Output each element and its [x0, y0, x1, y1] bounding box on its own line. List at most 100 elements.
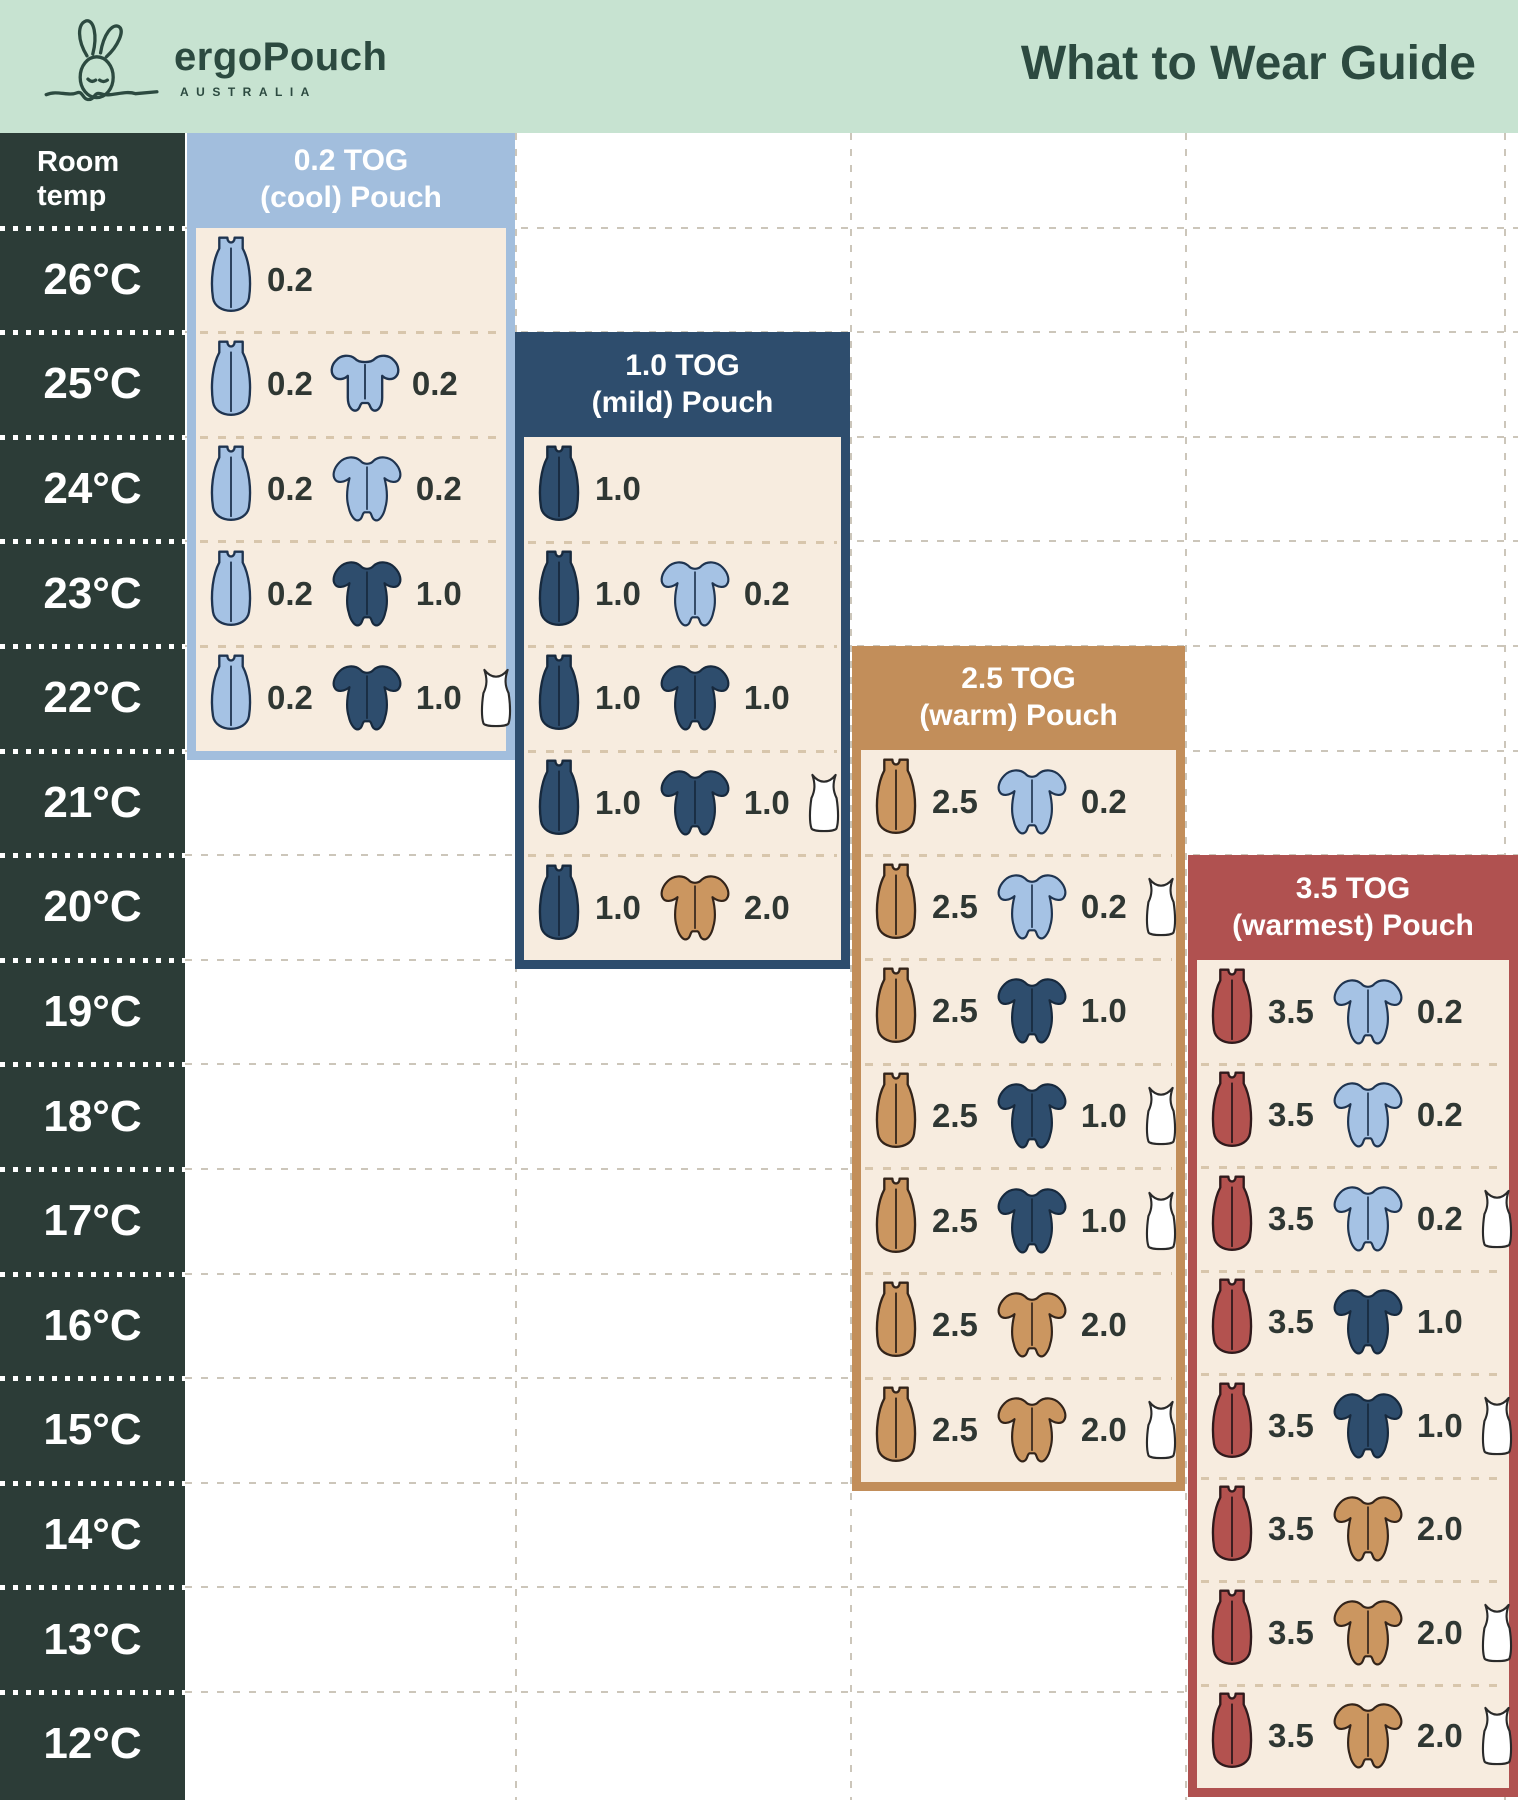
tog-value: 3.5: [1268, 992, 1314, 1030]
onesie-navy-wrap: [327, 557, 407, 631]
singlet-white-wrap: [804, 772, 844, 834]
tog-card-title-line2: (warmest) Pouch: [1232, 908, 1474, 942]
tog-value: 0.2: [411, 365, 458, 403]
guide-row-warm-21C: 2.5 0.2: [861, 750, 1176, 855]
onesie-icon: [1333, 979, 1403, 1045]
onesie-navy-wrap: [992, 1184, 1072, 1258]
temp-row-divider: [0, 539, 185, 545]
tog-value: 2.0: [1416, 1613, 1463, 1651]
pouch-lightblue-wrap: [204, 549, 258, 639]
tog-value: 1.0: [1080, 1201, 1127, 1239]
pouch-red-wrap: [1205, 1070, 1259, 1160]
temp-row-divider: [0, 1376, 185, 1382]
onesie-tan-wrap: [992, 1288, 1072, 1362]
tog-value: 2.5: [932, 783, 978, 821]
room-temp-cell: 18°C: [43, 1091, 142, 1141]
sleep-pouch-icon: [1211, 1485, 1253, 1562]
onesie-icon: [1333, 1393, 1403, 1459]
tog-value: 1.0: [595, 784, 641, 822]
room-temp-cell: 19°C: [43, 986, 142, 1036]
tog-value: 0.2: [267, 679, 313, 717]
singlet-white-wrap: [476, 667, 516, 729]
sleep-pouch-icon: [538, 655, 580, 731]
singlet-icon: [1145, 1086, 1176, 1146]
onesie-icon: [1333, 1496, 1403, 1562]
tog-value: 0.2: [1416, 1199, 1463, 1237]
pouch-red-wrap: [1205, 967, 1259, 1057]
onesie-icon: [997, 1188, 1067, 1254]
singlet-icon: [1145, 1400, 1176, 1460]
temp-row-divider: [0, 330, 185, 336]
guide-row-mild-22C: 1.0 1.0: [524, 645, 841, 751]
tog-value: 2.0: [1080, 1410, 1127, 1448]
room-temp-cell: 22°C: [43, 673, 142, 723]
tog-value: 3.5: [1268, 1199, 1314, 1237]
tog-value: 0.2: [1416, 1096, 1463, 1134]
onesie-icon: [1333, 1082, 1403, 1148]
brand-subtitle: AUSTRALIA: [180, 84, 317, 99]
tog-value: 2.0: [1416, 1717, 1463, 1755]
tog-value: 3.5: [1268, 1406, 1314, 1444]
pouch-tan-wrap: [869, 757, 923, 847]
tog-value: 3.5: [1268, 1613, 1314, 1651]
singlet-white-wrap: [1141, 1190, 1181, 1252]
onesie-navy-wrap: [992, 974, 1072, 1048]
tog-value: 1.0: [595, 888, 641, 926]
sleep-pouch-icon: [875, 1177, 917, 1253]
sleep-pouch-icon: [875, 1281, 917, 1358]
tog-card-title: 2.5 TOG (warm) Pouch: [861, 646, 1176, 750]
guide-row-mild-23C: 1.0 0.2: [524, 540, 841, 647]
pouch-tan-wrap: [869, 1176, 923, 1266]
room-temp-header: Room temp: [37, 146, 120, 212]
tog-value: 2.5: [932, 1410, 978, 1448]
tog-card-body: 0.2 0.2 0.2 0.2 0.2 0.2 1.0 0.2 1.0: [196, 227, 511, 751]
onesie-lightblue-wrap: [1328, 975, 1408, 1049]
tog-value: 0.2: [267, 260, 313, 298]
onesie-lightblue-wrap: [992, 870, 1072, 944]
onesie-navy-wrap: [1328, 1285, 1408, 1359]
guide-row-cool-25C: 0.2 0.2: [196, 331, 506, 437]
page-title: What to Wear Guide: [1020, 37, 1476, 90]
ergopouch-logo: ergoPouch AUSTRALIA: [42, 17, 387, 117]
temp-row-divider: [0, 1480, 185, 1486]
tog-value: 0.2: [415, 469, 462, 507]
pouch-red-wrap: [1205, 1691, 1259, 1781]
guide-row-warm-20C: 2.5 0.2: [861, 853, 1176, 960]
tog-value: 2.0: [1416, 1510, 1463, 1548]
sleep-pouch-icon: [875, 863, 917, 939]
tog-value: 1.0: [1416, 1406, 1463, 1444]
tog-value: 1.0: [595, 679, 641, 717]
sleep-pouch-icon: [538, 445, 580, 522]
tog-value: 1.0: [415, 574, 462, 612]
pouch-tan-wrap: [869, 1071, 923, 1161]
onesie-navy-wrap: [655, 661, 735, 735]
onesie-navy-wrap: [1328, 1389, 1408, 1463]
tog-value: 0.2: [1416, 992, 1463, 1030]
onesie-tan-wrap: [992, 1393, 1072, 1467]
grid-line-vertical: [850, 133, 852, 1800]
singlet-white-wrap: [1141, 1399, 1181, 1461]
temp-row-divider: [0, 434, 185, 440]
room-temp-cell: 20°C: [43, 882, 142, 932]
singlet-icon: [1481, 1396, 1512, 1455]
tog-value: 1.0: [743, 679, 790, 717]
tog-value: 1.0: [415, 679, 462, 717]
onesie-icon: [1333, 1703, 1403, 1769]
guide-row-warmest-18C: 3.5 0.2: [1197, 1062, 1509, 1168]
guide-row-warmest-14C: 3.5 2.0: [1197, 1476, 1509, 1582]
guide-row-warm-19C: 2.5 1.0: [861, 958, 1176, 1064]
pouch-tan-wrap: [869, 966, 923, 1056]
singlet-icon: [808, 773, 839, 833]
tog-value: 1.0: [1080, 992, 1127, 1030]
tog-card-body: 1.0 1.0 0.2 1.0 1.0 1.0 1.0 1.0 2.0: [524, 437, 841, 960]
room-temp-cell: 16°C: [43, 1300, 142, 1350]
sleep-pouch-icon: [1211, 1692, 1253, 1769]
tog-card-title-line2: (cool) Pouch: [260, 181, 442, 215]
pouch-red-wrap: [1205, 1381, 1259, 1471]
onesie-icon: [997, 978, 1067, 1044]
onesie-tan-wrap: [1328, 1596, 1408, 1670]
tog-value: 0.2: [1080, 783, 1127, 821]
onesie-icon: [997, 874, 1067, 940]
sleep-pouch-icon: [875, 758, 917, 835]
tog-card-title: 1.0 TOG (mild) Pouch: [524, 332, 841, 437]
